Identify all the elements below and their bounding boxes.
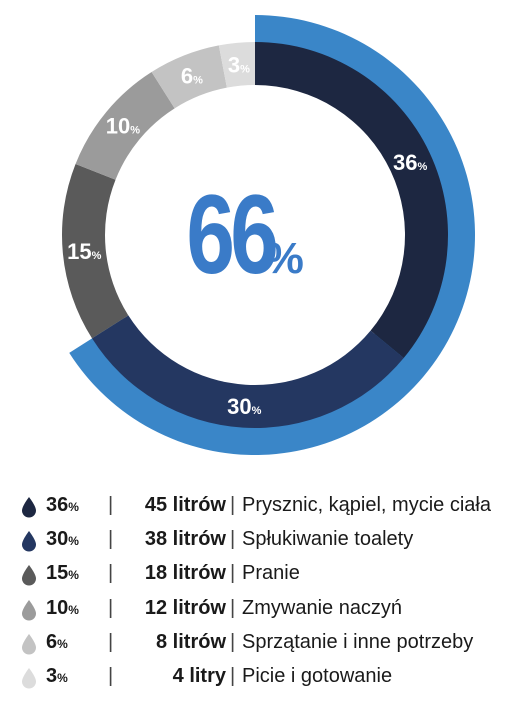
legend-separator: | bbox=[230, 596, 236, 619]
legend-separator: | bbox=[108, 562, 114, 585]
legend-description: Prysznic, kąpiel, mycie ciała bbox=[242, 494, 491, 516]
legend-description: Pranie bbox=[242, 562, 300, 585]
legend-percent: 30% bbox=[46, 528, 79, 551]
legend-percent: 10% bbox=[46, 596, 79, 619]
legend-separator: | bbox=[108, 596, 114, 619]
water-drop-icon bbox=[22, 497, 36, 518]
legend-row: 6% | 8 litrów | Sprzątanie i inne potrze… bbox=[20, 627, 525, 661]
legend-row: 30% | 38 litrów | Spłukiwanie toalety bbox=[20, 524, 525, 558]
legend-liters: 18 litrów bbox=[144, 562, 226, 585]
legend-percent: 15% bbox=[46, 562, 79, 585]
legend-description: Picie i gotowanie bbox=[242, 664, 393, 687]
slice-label-30: 30% bbox=[227, 394, 261, 419]
legend-row: 3% | 4 litry | Picie i gotowanie bbox=[20, 661, 525, 695]
donut-slice-15 bbox=[62, 163, 129, 339]
slice-label-15: 15% bbox=[67, 239, 101, 264]
water-drop-icon bbox=[22, 599, 36, 621]
water-drop-icon bbox=[22, 633, 36, 655]
legend-description: Spłukiwanie toalety bbox=[242, 528, 414, 551]
donut-slice-10 bbox=[75, 72, 175, 180]
legend-percent: 6% bbox=[46, 630, 68, 653]
legend-row: 15% | 18 litrów | Pranie bbox=[20, 558, 525, 592]
water-drop-icon bbox=[22, 565, 36, 586]
legend-liters: 4 litry bbox=[172, 664, 226, 687]
legend-separator: | bbox=[108, 630, 114, 653]
center-total: 66% bbox=[130, 170, 370, 310]
legend-separator: | bbox=[230, 664, 236, 687]
legend-liters: 45 litrów bbox=[144, 494, 226, 516]
center-total-value: 66 bbox=[186, 172, 279, 297]
legend-percent: 36% bbox=[46, 494, 79, 516]
legend-percent: 3% bbox=[46, 664, 68, 687]
legend-row: 10% | 12 litrów | Zmywanie naczyń bbox=[20, 593, 525, 627]
donut-slice-30 bbox=[92, 315, 404, 428]
legend-liters: 8 litrów bbox=[155, 630, 226, 653]
center-total-unit: % bbox=[264, 234, 304, 283]
legend: 36% | 45 litrów | Prysznic, kąpiel, myci… bbox=[20, 490, 525, 695]
water-drop-icon bbox=[22, 667, 36, 689]
legend-separator: | bbox=[230, 494, 236, 516]
legend-separator: | bbox=[108, 494, 114, 516]
water-drop-icon bbox=[22, 531, 36, 552]
legend-description: Sprzątanie i inne potrzeby bbox=[242, 630, 474, 653]
legend-liters: 12 litrów bbox=[144, 596, 226, 619]
legend-separator: | bbox=[108, 664, 114, 687]
slice-label-6: 6% bbox=[181, 64, 203, 89]
legend-row: 36% | 45 litrów | Prysznic, kąpiel, myci… bbox=[20, 490, 525, 524]
slice-label-36: 36% bbox=[393, 150, 427, 175]
legend-liters: 38 litrów bbox=[144, 528, 226, 551]
legend-separator: | bbox=[230, 630, 236, 653]
slice-label-3: 3% bbox=[228, 52, 250, 77]
donut-chart: 36% 30% 15% 10% 6% 3% bbox=[62, 15, 475, 456]
legend-separator: | bbox=[230, 562, 236, 585]
donut-slice-36 bbox=[255, 42, 448, 359]
legend-description: Zmywanie naczyń bbox=[242, 596, 403, 619]
legend-separator: | bbox=[108, 528, 114, 551]
donut-slice-6 bbox=[151, 45, 227, 109]
legend-separator: | bbox=[230, 528, 236, 551]
donut-slice-3 bbox=[218, 42, 255, 88]
slice-label-10: 10% bbox=[106, 114, 140, 139]
